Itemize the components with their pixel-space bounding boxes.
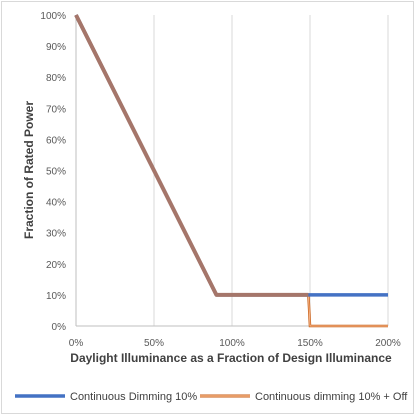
y-tick-label: 40%	[46, 198, 66, 209]
y-tick-label: 60%	[46, 135, 66, 146]
y-axis-title: Fraction of Rated Power	[22, 101, 36, 239]
y-tick-label: 30%	[46, 229, 66, 240]
x-tick-labels: 0% 50% 100% 150% 200%	[69, 338, 401, 349]
series-lines	[74, 14, 388, 328]
legend-label: Continuous Dimming 10%	[70, 391, 197, 403]
x-tick-label: 50%	[144, 338, 164, 349]
series-overlap-segment	[74, 14, 309, 297]
y-tick-label: 100%	[40, 11, 66, 22]
y-tick-label: 10%	[46, 291, 66, 302]
y-tick-label: 80%	[46, 73, 66, 84]
y-tick-label: 50%	[46, 167, 66, 178]
x-tick-label: 100%	[219, 338, 245, 349]
x-axis-title: Daylight Illuminance as a Fraction of De…	[70, 351, 392, 365]
x-tick-label: 150%	[297, 338, 323, 349]
y-tick-label: 0%	[52, 322, 67, 333]
y-tick-label: 90%	[46, 42, 66, 53]
gridlines	[153, 15, 389, 326]
y-tick-label: 20%	[46, 260, 66, 271]
legend-label: Continuous dimming 10% + Off	[255, 391, 408, 403]
x-tick-label: 200%	[375, 338, 401, 349]
y-tick-label: 70%	[46, 104, 66, 115]
y-tick-labels: 0% 10% 20% 30% 40% 50% 60% 70% 80% 90% 100%	[40, 11, 66, 333]
x-tick-label: 0%	[69, 338, 84, 349]
legend: Continuous Dimming 10% Continuous dimming…	[15, 391, 408, 403]
